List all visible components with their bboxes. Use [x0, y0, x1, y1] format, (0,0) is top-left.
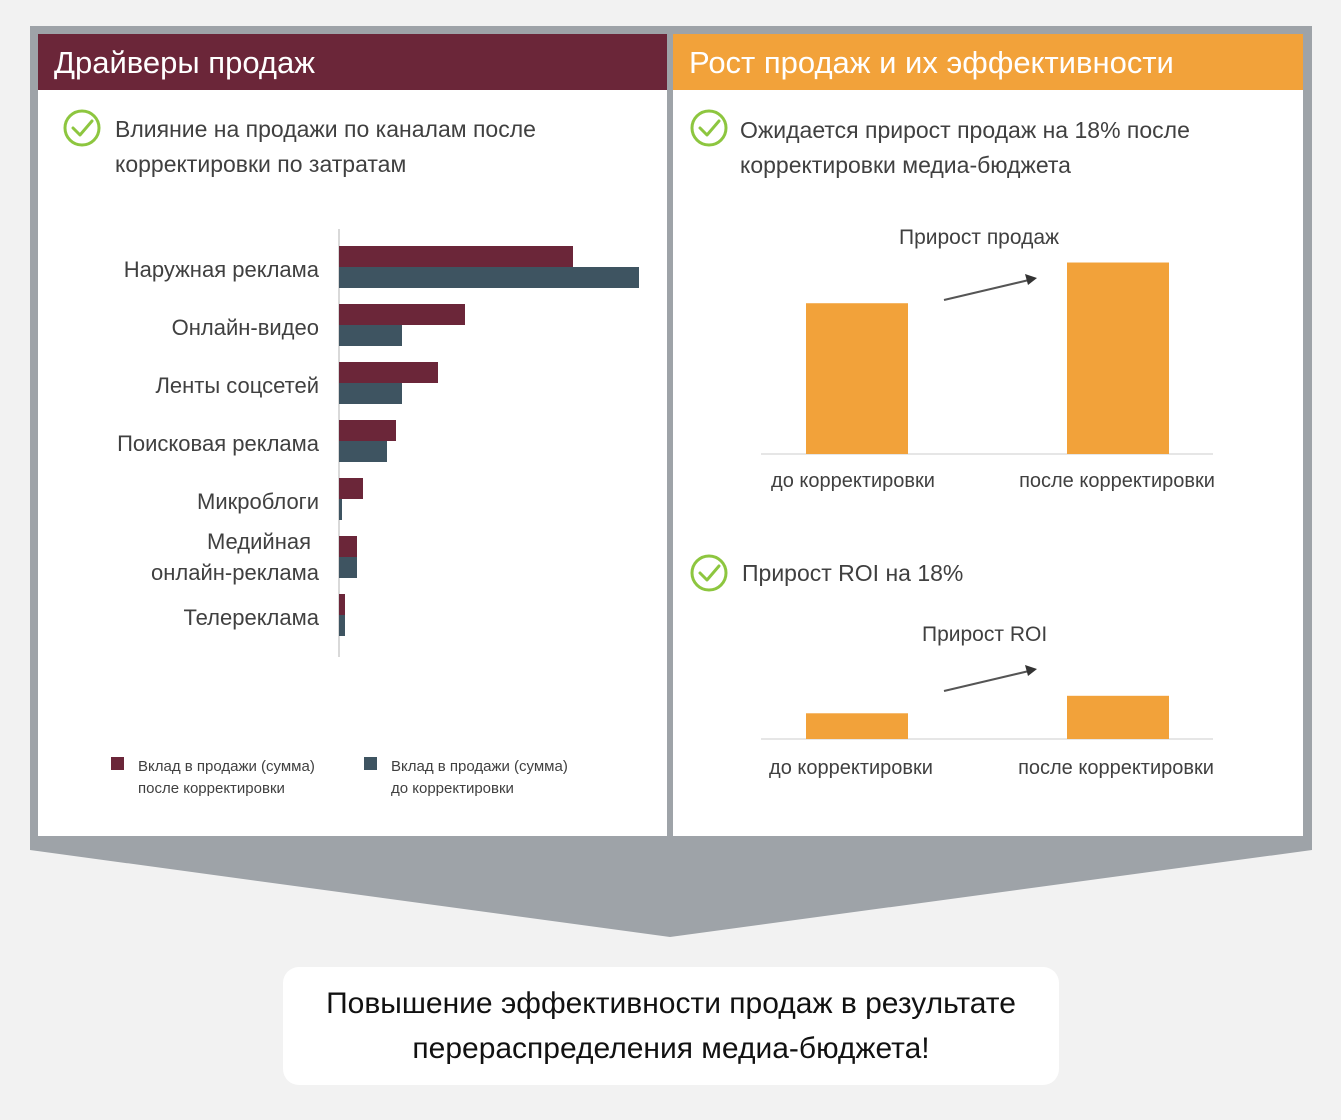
sales-bar-after — [1067, 262, 1169, 454]
bar-before — [339, 499, 342, 520]
bar-after — [339, 304, 465, 325]
bar-before — [339, 325, 402, 346]
channel-impact-line2: корректировки по затратам — [115, 151, 407, 177]
bar-after — [339, 536, 357, 557]
bar-before — [339, 615, 345, 636]
sales-growth-line1: Ожидается прирост продаж на 18% после — [740, 117, 1190, 143]
category-label-line: онлайн-реклама — [151, 560, 319, 585]
legend-swatch-after — [111, 757, 124, 770]
bar-after — [339, 420, 396, 441]
category-label: Микроблоги — [197, 486, 319, 517]
bar-before — [339, 383, 402, 404]
sales-growth-line2: корректировки медиа-бюджета — [740, 152, 1071, 178]
category-label-line: Онлайн-видео — [171, 314, 319, 340]
category-label: Ленты соцсетей — [155, 370, 319, 401]
bar-after — [339, 478, 363, 499]
roi-bar-before — [806, 713, 908, 739]
legend-item-after: Вклад в продажи (сумма) после корректиро… — [138, 756, 315, 800]
arrow-head — [1025, 274, 1037, 285]
channel-bar-chart — [338, 229, 639, 657]
sales-growth-panel: Рост продаж и их эффективности Ожидается… — [673, 34, 1303, 836]
conclusion-box: Повышение эффективности продаж в результ… — [283, 967, 1059, 1085]
roi-x-label-after: после корректировки — [1018, 757, 1214, 779]
category-label-line: Наружная реклама — [123, 256, 319, 282]
bar-before — [339, 267, 639, 288]
legend-after-line1: Вклад в продажи (сумма) — [138, 758, 315, 775]
category-label: Медийная онлайн-реклама — [151, 526, 319, 588]
category-label-line: Медийная — [206, 529, 311, 554]
arrow-up-icon — [943, 274, 1037, 301]
sales-drivers-panel: Драйверы продаж Влияние на продажи по ка… — [38, 34, 667, 836]
sales-x-label-after: после корректировки — [1019, 470, 1215, 492]
sales-growth-header: Рост продаж и их эффективности — [673, 34, 1303, 90]
channel-impact-line1: Влияние на продажи по каналам после — [115, 116, 536, 142]
legend-after-line2: после корректировки — [138, 780, 285, 797]
conclusion-line2: перераспределения медиа-бюджета! — [412, 1032, 930, 1065]
legend-before-line2: до корректировки — [391, 780, 514, 797]
bar-after — [339, 246, 573, 267]
category-label: Онлайн-видео — [172, 312, 319, 343]
check-circle-icon — [690, 554, 728, 592]
sales-bar-before — [806, 303, 908, 454]
arrow-shaft — [943, 279, 1030, 301]
sales-drivers-header: Драйверы продаж — [38, 34, 667, 90]
category-label: Телереклама — [183, 602, 319, 633]
roi-bar-after — [1067, 695, 1169, 739]
category-label-line: Микроблоги — [197, 488, 319, 514]
roi-x-label-before: до корректировки — [769, 757, 933, 779]
roi-chart-title: Прирост ROI — [922, 623, 1048, 646]
legend-swatch-before — [364, 757, 377, 770]
sales-growth-text: Ожидается прирост продаж на 18% после ко… — [740, 113, 1190, 183]
channel-impact-text: Влияние на продажи по каналам после корр… — [115, 112, 536, 182]
bar-before — [339, 441, 387, 462]
legend-item-before: Вклад в продажи (сумма) до корректировки — [391, 756, 568, 800]
sales-chart-title: Прирост продаж — [899, 226, 1060, 249]
conclusion-line1: Повышение эффективности продаж в результ… — [326, 987, 1016, 1020]
category-label-line: Телереклама — [183, 604, 319, 630]
legend-before-line1: Вклад в продажи (сумма) — [391, 758, 568, 775]
sales-x-label-before: до корректировки — [771, 470, 935, 492]
roi-growth-text: Прирост ROI на 18% — [742, 560, 964, 586]
category-label-line: Ленты соцсетей — [155, 372, 319, 398]
bar-after — [339, 594, 345, 615]
bar-before — [339, 557, 357, 578]
arrow-head — [1025, 665, 1037, 676]
arrow-up-icon — [943, 665, 1037, 692]
check-circle-icon — [690, 109, 728, 147]
sales-growth-chart — [761, 262, 1213, 455]
arrow-shaft — [943, 670, 1030, 692]
category-label-line: Поисковая реклама — [117, 430, 319, 456]
bar-after — [339, 362, 438, 383]
funnel-arrow — [30, 850, 1312, 937]
check-circle-icon — [63, 109, 101, 147]
category-label: Поисковая реклама — [117, 428, 319, 459]
category-label: Наружная реклама — [124, 254, 319, 285]
roi-growth-chart — [761, 665, 1213, 740]
